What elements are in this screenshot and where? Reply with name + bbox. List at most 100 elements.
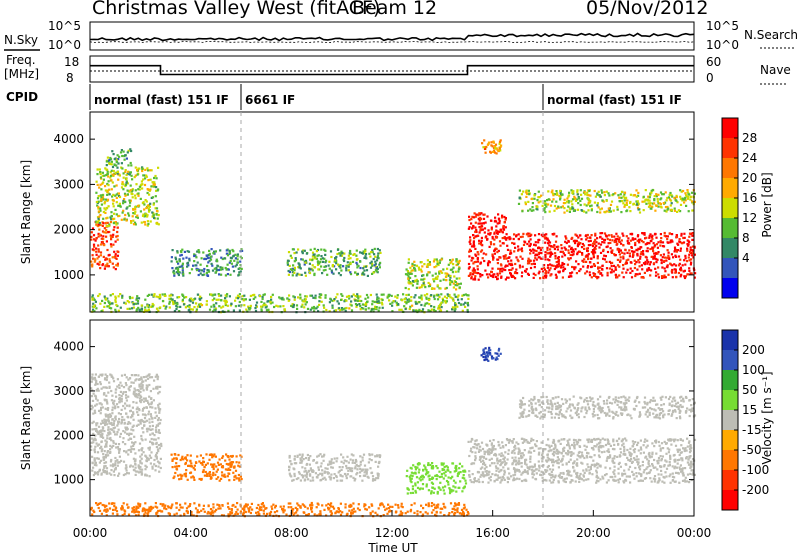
data-cell [629, 210, 632, 213]
data-cell [530, 233, 533, 236]
data-cell [410, 272, 413, 275]
y-tick-label: 3000 [53, 177, 84, 191]
data-cell [130, 190, 133, 193]
data-cell [321, 472, 324, 475]
data-cell [676, 210, 679, 213]
data-cell [136, 302, 140, 305]
data-cell [98, 186, 101, 189]
data-cell [90, 264, 94, 267]
data-cell [568, 191, 571, 194]
data-cell [150, 397, 153, 400]
data-cell [129, 385, 132, 388]
scatter-region [105, 148, 133, 169]
data-cell [106, 265, 109, 268]
data-cell [149, 178, 152, 181]
data-cell [225, 249, 228, 252]
data-cell [116, 446, 120, 449]
data-cell [193, 464, 196, 467]
data-cell [312, 479, 315, 482]
data-cell [564, 248, 567, 251]
data-cell [132, 424, 135, 427]
data-cell [374, 460, 377, 463]
data-cell [155, 200, 158, 203]
data-cell [593, 264, 596, 267]
data-cell [466, 308, 469, 312]
data-cell [679, 249, 682, 252]
data-cell [96, 257, 99, 260]
data-cell [549, 255, 552, 258]
data-cell [548, 259, 551, 262]
data-cell [470, 277, 473, 280]
data-cell [378, 301, 381, 304]
data-cell [211, 474, 214, 477]
data-cell [316, 305, 319, 308]
data-cell [619, 249, 622, 252]
data-cell [118, 449, 121, 452]
data-cell [94, 383, 97, 386]
data-cell [124, 382, 127, 385]
data-cell [155, 451, 159, 455]
data-cell [519, 235, 522, 239]
data-cell [306, 462, 309, 466]
data-cell [250, 502, 253, 505]
data-cell [110, 188, 113, 191]
data-cell [391, 301, 394, 304]
data-cell [362, 474, 365, 477]
data-cell [137, 390, 141, 393]
data-cell [126, 307, 129, 310]
data-cell [226, 268, 229, 271]
data-cell [554, 193, 557, 196]
data-cell [99, 214, 102, 217]
data-cell [687, 197, 690, 200]
data-cell [110, 473, 113, 476]
data-cell [651, 246, 654, 249]
noise-left-tick-top: 10^5 [48, 19, 81, 33]
data-cell [634, 263, 637, 266]
data-cell [398, 308, 401, 311]
data-cell [404, 286, 407, 290]
data-cell [294, 259, 297, 262]
data-cell [136, 300, 140, 303]
data-cell [124, 443, 127, 446]
data-cell [571, 271, 574, 274]
data-cell [304, 295, 307, 298]
data-cell [554, 273, 557, 276]
data-cell [354, 467, 357, 470]
data-cell [218, 273, 221, 276]
data-cell [114, 297, 117, 300]
data-cell [111, 165, 115, 169]
data-cell [90, 231, 93, 234]
data-cell [288, 454, 291, 458]
data-cell [500, 144, 503, 147]
data-cell [317, 268, 320, 271]
data-cell [288, 465, 291, 468]
data-cell [532, 251, 535, 254]
data-cell [133, 374, 136, 377]
data-cell [338, 309, 342, 312]
data-cell [292, 478, 295, 482]
data-cell [556, 248, 559, 251]
data-cell [652, 257, 655, 260]
freq-left-tick-top: 18 [64, 55, 79, 69]
data-cell [476, 265, 479, 268]
data-cell [649, 274, 652, 277]
data-cell [333, 457, 336, 460]
data-cell [504, 218, 507, 221]
data-cell [359, 266, 362, 270]
data-cell [91, 406, 94, 409]
scatter-region [90, 373, 163, 478]
data-cell [588, 271, 591, 274]
data-cell [91, 373, 94, 376]
data-cell [664, 270, 667, 273]
data-cell [142, 174, 145, 177]
data-cell [175, 308, 178, 311]
data-cell [171, 298, 174, 301]
data-cell [156, 385, 159, 388]
data-cell [202, 469, 205, 472]
data-cell [295, 251, 298, 254]
data-cell [108, 162, 111, 165]
data-cell [102, 386, 105, 389]
data-cell [330, 458, 333, 461]
data-cell [457, 471, 460, 474]
data-cell [146, 220, 149, 223]
